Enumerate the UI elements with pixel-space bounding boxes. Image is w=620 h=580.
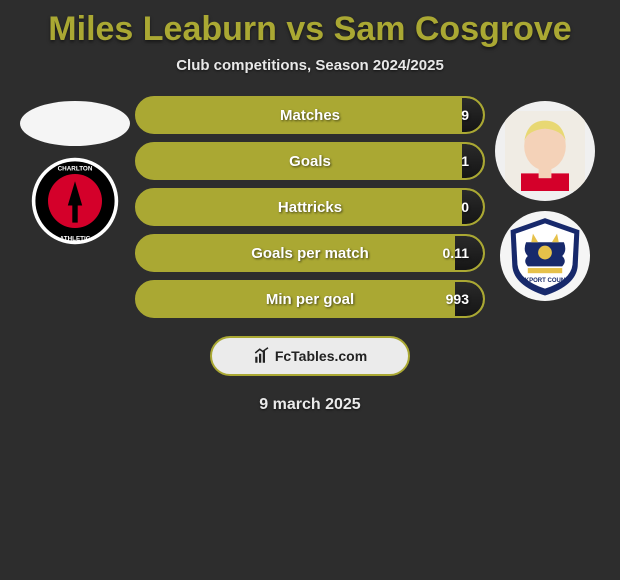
club-logo-left: CHARLTON ATHLETIC	[30, 156, 120, 246]
comparison-card: Miles Leaburn vs Sam Cosgrove Club compe…	[0, 0, 620, 414]
stat-value-right: 993	[446, 291, 469, 307]
chart-icon	[253, 347, 271, 365]
attribution-text: FcTables.com	[275, 348, 367, 364]
player-head-icon	[505, 111, 585, 191]
page-subtitle: Club competitions, Season 2024/2025	[0, 57, 620, 74]
stat-label: Goals	[289, 153, 331, 170]
svg-text:ATHLETIC: ATHLETIC	[60, 236, 91, 243]
player-avatar-left	[20, 101, 130, 146]
stat-label: Matches	[280, 107, 340, 124]
club-logo-right: KPORT COUN	[500, 211, 590, 301]
stat-value-right: 1	[461, 153, 469, 169]
attribution-pill[interactable]: FcTables.com	[210, 336, 410, 376]
charlton-logo-icon: CHARLTON ATHLETIC	[30, 156, 120, 246]
stat-bars: Matches 9 Goals 1 Hattricks 0 Goals	[135, 96, 485, 318]
main-row: CHARLTON ATHLETIC Matches 9 Goals 1	[0, 96, 620, 318]
player-avatar-right	[495, 101, 595, 201]
svg-text:KPORT COUN: KPORT COUN	[525, 278, 565, 284]
right-column: KPORT COUN	[495, 96, 595, 301]
page-title: Miles Leaburn vs Sam Cosgrove	[0, 10, 620, 49]
stat-bar: Hattricks 0	[135, 188, 485, 226]
stat-value-right: 0.11	[443, 245, 469, 261]
stat-bar: Matches 9	[135, 96, 485, 134]
left-column: CHARLTON ATHLETIC	[25, 96, 125, 246]
stat-bar: Min per goal 993	[135, 280, 485, 318]
stat-bar: Goals per match 0.11	[135, 234, 485, 272]
stat-label: Hattricks	[278, 199, 342, 216]
stat-value-right: 9	[461, 107, 469, 123]
stat-label: Min per goal	[266, 291, 354, 308]
svg-text:CHARLTON: CHARLTON	[58, 165, 93, 172]
stockport-logo-icon: KPORT COUN	[502, 213, 588, 299]
stat-label: Goals per match	[251, 245, 369, 262]
stat-bar: Goals 1	[135, 142, 485, 180]
stat-value-right: 0	[461, 199, 469, 215]
date-text: 9 march 2025	[0, 396, 620, 414]
